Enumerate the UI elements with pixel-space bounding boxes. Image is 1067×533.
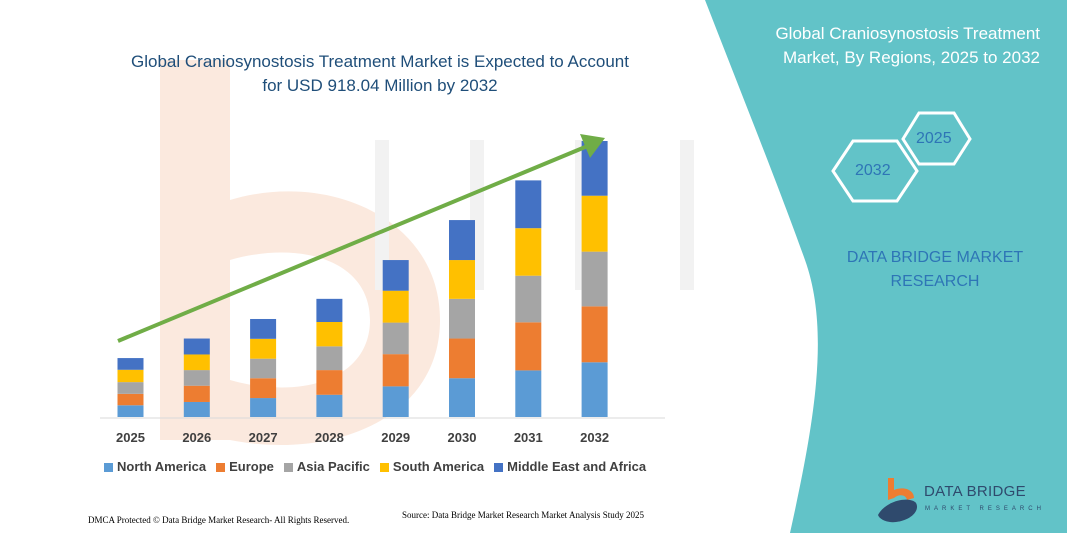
bar-segment (183, 354, 210, 371)
bar-segment (316, 321, 343, 347)
legend-label: South America (392, 459, 485, 474)
bar-segment (183, 385, 210, 402)
bar-segment (117, 405, 144, 417)
bar-segment (183, 338, 210, 355)
legend-item: Europe (216, 459, 274, 475)
legend-label: Europe (229, 459, 274, 474)
bar-segment (449, 298, 475, 339)
bar-segment (250, 358, 277, 379)
legend-swatch (216, 462, 226, 472)
bar-segment (449, 338, 475, 379)
bar-segment (515, 370, 542, 417)
bar-segment (581, 195, 608, 252)
legend-item: Asia Pacific (283, 459, 370, 475)
legend-label: Asia Pacific (296, 459, 370, 474)
x-tick-label: 2030 (447, 430, 477, 445)
x-tick-label: 2032 (580, 430, 610, 445)
bar-segment (117, 393, 144, 406)
legend-item: North America (104, 459, 206, 475)
logo-subtext: MARKET RESEARCH (925, 506, 1045, 512)
trend-arrow-head (580, 134, 605, 158)
bar-segment (382, 354, 409, 387)
bar-segment (515, 228, 542, 276)
bar-segment (316, 394, 343, 417)
bar-segment (449, 220, 475, 261)
bar-segment (382, 290, 409, 323)
bar-segment (515, 322, 542, 371)
logo-text: DATA BRIDGE (924, 483, 1026, 500)
hex-label-2025: 2025 (916, 130, 952, 147)
legend-swatch (104, 462, 113, 472)
legend-item: Middle East and Africa (494, 459, 646, 475)
x-tick-label: 2025 (116, 430, 145, 445)
bar-segment (382, 322, 409, 355)
legend-label: North America (117, 459, 207, 474)
bar-segment (316, 346, 343, 371)
bar-segment (581, 362, 608, 417)
logo-icon (878, 478, 918, 523)
bar-segment (581, 306, 608, 363)
x-tick-label: 2028 (314, 430, 344, 445)
bar-segment (316, 298, 343, 322)
bar-segment (117, 369, 144, 383)
bar-segment (515, 275, 542, 323)
side-panel (705, 0, 1067, 533)
hex-label-2032: 2032 (855, 162, 891, 179)
legend-item: South America (379, 459, 485, 475)
copyright-text: DMCA Protected © Data Bridge Market Rese… (88, 515, 350, 525)
source-text: Source: Data Bridge Market Research Mark… (402, 510, 644, 520)
watermark-logo (160, 60, 440, 445)
bars (117, 141, 608, 417)
bar-segment (449, 260, 475, 299)
bar-segment (117, 358, 144, 370)
legend-swatch (283, 462, 293, 472)
bar-segment (382, 260, 409, 291)
legend-label: Middle East and Africa (507, 459, 647, 474)
bar-segment (449, 378, 475, 417)
bar-segment (382, 386, 409, 417)
legend-swatch (379, 462, 389, 472)
chart-title: Global Craniosynostosis Treatment Market… (131, 52, 629, 95)
bar-segment (250, 378, 277, 399)
x-tick-label: 2026 (182, 430, 212, 445)
brand-text: DATA BRIDGE MARKET RESEARCH (846, 249, 1024, 290)
bar-segment (250, 318, 277, 339)
bar-segment (515, 180, 542, 229)
side-panel-title: Global Craniosynostosis Treatment Market… (775, 24, 1040, 67)
bar-segment (183, 401, 210, 417)
bar-segment (183, 370, 210, 386)
bar-segment (316, 370, 343, 395)
bar-segment (581, 251, 608, 307)
legend-swatch (494, 462, 504, 472)
trend-arrow (117, 143, 591, 343)
x-tick-label: 2031 (513, 430, 543, 445)
bar-segment (250, 398, 277, 417)
hexagon-2025 (901, 111, 972, 166)
x-tick-label: 2027 (248, 430, 278, 445)
x-tick-label: 2029 (381, 430, 411, 445)
legend: North America Europe Asia Pacific South … (104, 459, 646, 475)
bar-segment (117, 382, 144, 394)
hexagon-2032 (831, 139, 919, 203)
bar-segment (250, 338, 277, 359)
